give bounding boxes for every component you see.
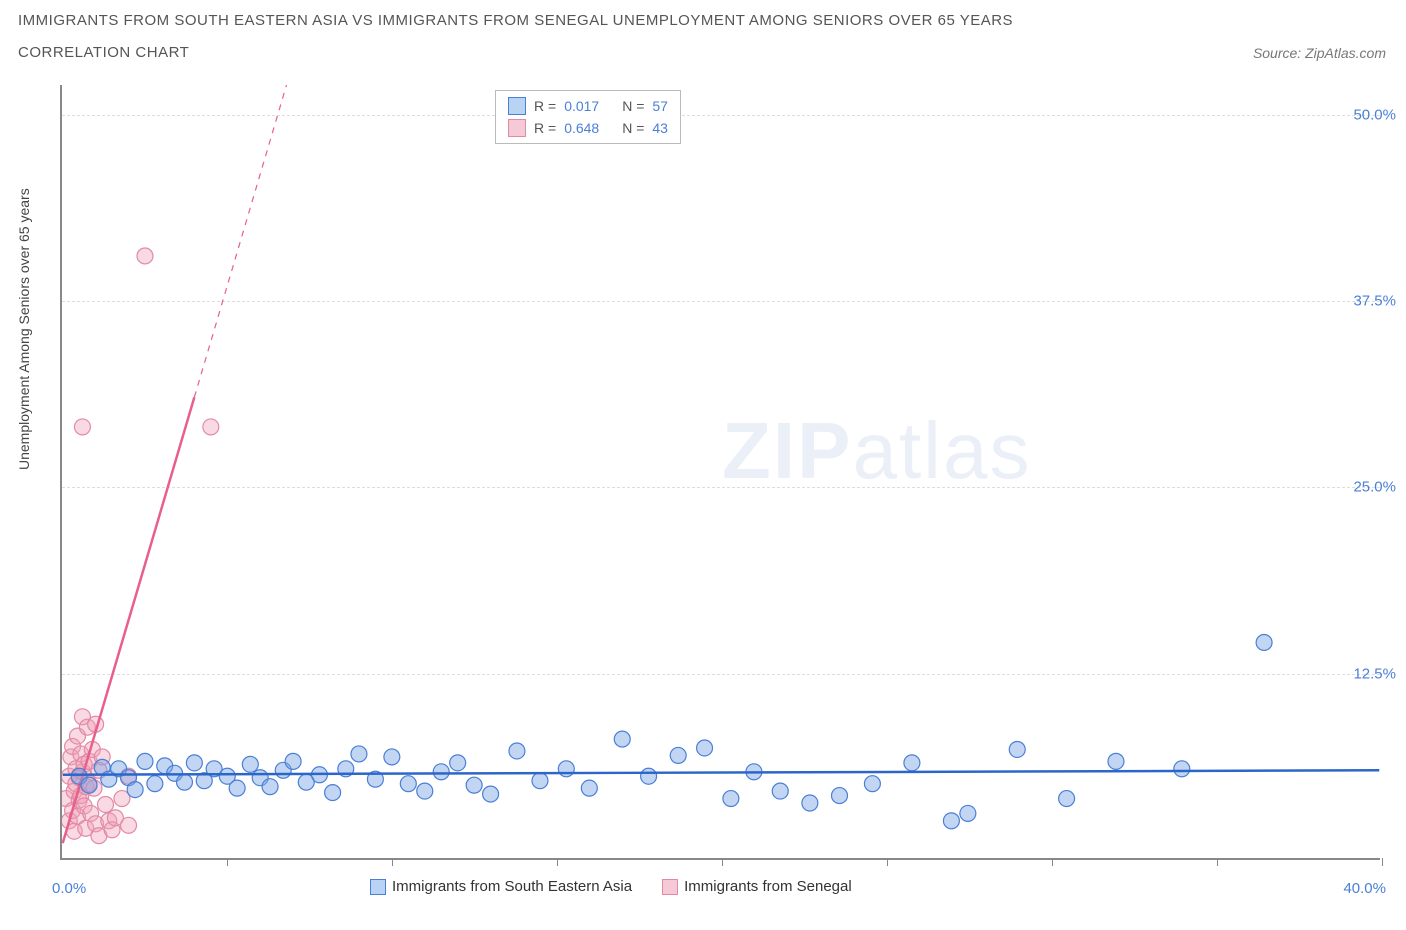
scatter-point-pink <box>137 248 153 264</box>
chart-plot-area: ZIPatlas <box>60 85 1380 860</box>
scatter-point-blue <box>325 785 341 801</box>
scatter-point-blue <box>1009 742 1025 758</box>
legend-series-label: Immigrants from South Eastern Asia <box>392 878 632 895</box>
x-tick <box>557 858 558 866</box>
scatter-point-blue <box>509 743 525 759</box>
r-label: R = <box>534 98 556 114</box>
scatter-point-pink <box>98 797 114 813</box>
y-axis-label: Unemployment Among Seniors over 65 years <box>16 188 32 470</box>
x-tick <box>1382 858 1383 866</box>
scatter-point-blue <box>466 777 482 793</box>
scatter-point-blue <box>960 805 976 821</box>
r-label: R = <box>534 120 556 136</box>
scatter-point-blue <box>1256 634 1272 650</box>
x-tick <box>722 858 723 866</box>
x-tick <box>887 858 888 866</box>
scatter-point-blue <box>832 788 848 804</box>
legend-swatch <box>508 119 526 137</box>
scatter-point-blue <box>1059 791 1075 807</box>
scatter-point-blue <box>1108 753 1124 769</box>
scatter-point-blue <box>802 795 818 811</box>
scatter-point-blue <box>864 776 880 792</box>
legend-swatch <box>370 879 386 895</box>
r-value: 0.017 <box>564 98 614 114</box>
legend-swatch <box>662 879 678 895</box>
scatter-point-blue <box>186 755 202 771</box>
scatter-point-blue <box>558 761 574 777</box>
x-axis-origin-label: 0.0% <box>52 880 86 897</box>
trendline-pink-dashed <box>194 85 286 397</box>
legend-series-item: Immigrants from Senegal <box>662 878 852 895</box>
legend-swatch <box>508 97 526 115</box>
scatter-point-blue <box>400 776 416 792</box>
x-tick <box>1217 858 1218 866</box>
scatter-point-blue <box>697 740 713 756</box>
legend-stats-box: R = 0.017 N = 57 R = 0.648 N = 43 <box>495 90 681 144</box>
scatter-point-pink <box>203 419 219 435</box>
scatter-point-blue <box>262 779 278 795</box>
n-value: 43 <box>652 120 668 136</box>
legend-series-item: Immigrants from South Eastern Asia <box>370 878 632 895</box>
scatter-point-blue <box>450 755 466 771</box>
legend-series: Immigrants from South Eastern Asia Immigr… <box>370 878 852 895</box>
x-tick <box>1052 858 1053 866</box>
scatter-point-blue <box>723 791 739 807</box>
scatter-point-blue <box>137 753 153 769</box>
scatter-point-pink <box>121 817 137 833</box>
scatter-point-blue <box>772 783 788 799</box>
r-value: 0.648 <box>564 120 614 136</box>
n-value: 57 <box>652 98 668 114</box>
scatter-point-blue <box>229 780 245 796</box>
scatter-point-blue <box>81 777 97 793</box>
scatter-point-blue <box>384 749 400 765</box>
legend-series-label: Immigrants from Senegal <box>684 878 852 895</box>
scatter-point-blue <box>943 813 959 829</box>
scatter-point-blue <box>614 731 630 747</box>
scatter-point-blue <box>285 753 301 769</box>
n-label: N = <box>622 98 644 114</box>
x-axis-max-label: 40.0% <box>1343 880 1386 897</box>
x-tick <box>227 858 228 866</box>
scatter-point-blue <box>127 782 143 798</box>
scatter-point-blue <box>670 747 686 763</box>
scatter-point-blue <box>147 776 163 792</box>
scatter-point-blue <box>433 764 449 780</box>
scatter-point-blue <box>177 774 193 790</box>
source-attribution: Source: ZipAtlas.com <box>1253 45 1386 61</box>
scatter-point-blue <box>417 783 433 799</box>
legend-stat-row: R = 0.017 N = 57 <box>508 97 668 115</box>
scatter-point-blue <box>641 768 657 784</box>
scatter-point-blue <box>532 773 548 789</box>
title-line-2: CORRELATION CHART <box>18 44 189 61</box>
scatter-point-blue <box>904 755 920 771</box>
scatter-point-blue <box>581 780 597 796</box>
scatter-point-blue <box>242 756 258 772</box>
scatter-point-blue <box>483 786 499 802</box>
x-tick <box>392 858 393 866</box>
title-line-1: IMMIGRANTS FROM SOUTH EASTERN ASIA VS IM… <box>18 12 1013 29</box>
scatter-point-blue <box>1174 761 1190 777</box>
scatter-point-blue <box>351 746 367 762</box>
scatter-svg <box>62 85 1380 858</box>
scatter-point-pink <box>74 419 90 435</box>
n-label: N = <box>622 120 644 136</box>
legend-stat-row: R = 0.648 N = 43 <box>508 119 668 137</box>
